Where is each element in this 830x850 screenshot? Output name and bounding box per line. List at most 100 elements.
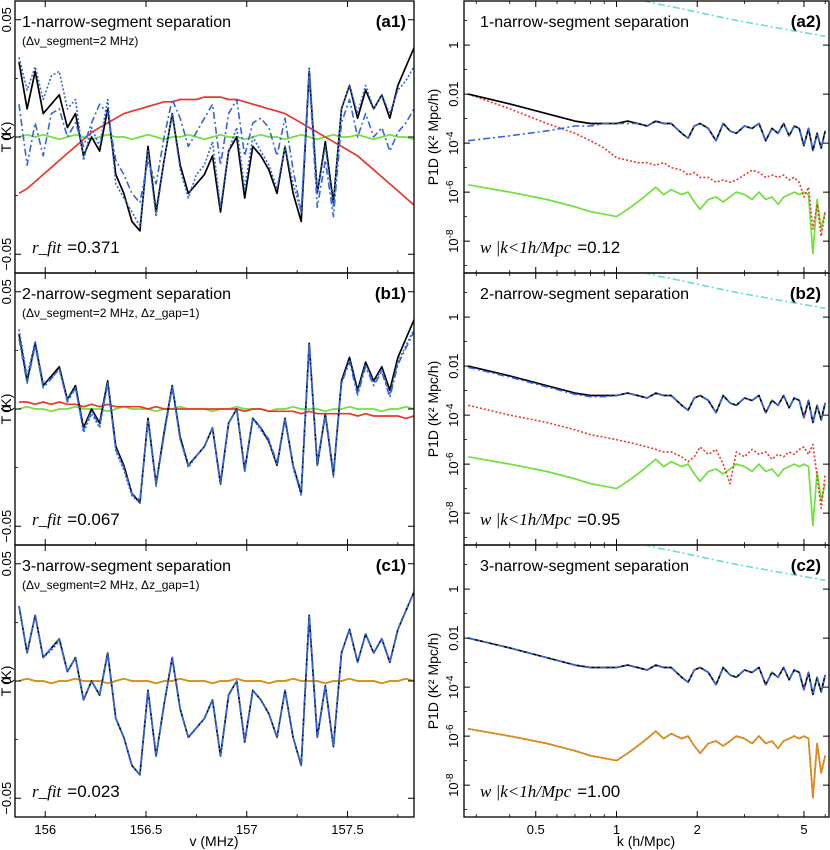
stat-label: r_fit [32, 782, 63, 801]
panel-title: 1-narrow-segment separation [22, 14, 231, 31]
series-cosmo-fit-line [468, 366, 826, 424]
panel-title: 3-narrow-segment separation [22, 558, 231, 575]
y-tick-label: 1 [446, 313, 461, 320]
y-tick-exponent: -8 [445, 773, 456, 782]
stat-label: r_fit [32, 238, 63, 257]
panel-title: 2-narrow-segment separation [22, 286, 231, 303]
x-tick-label: 156 [34, 822, 56, 837]
panel-tag: (c1) [376, 556, 406, 575]
y-tick-label: 10-8 [445, 501, 461, 525]
stat-value: =1.00 [577, 782, 620, 801]
y-tick-label: 10-8 [445, 773, 461, 797]
y-tick-label: 10-8 [445, 229, 461, 253]
y-tick-label: 0.05 [0, 7, 14, 32]
y-tick-label: −0.05 [0, 510, 14, 543]
y-tick-label: 10-4 [445, 131, 461, 155]
series-cosmo-fit-line [468, 637, 826, 696]
y-tick-label: 0.05 [0, 279, 14, 304]
stat-annotation: w |k<1h/Mpc =1.00 [480, 782, 620, 801]
panel-title: 1-narrow-segment separation [480, 14, 689, 31]
y-tick-label: 10-6 [445, 452, 461, 476]
series-foreground-line [468, 404, 826, 510]
stat-value: =0.12 [577, 238, 620, 257]
stat-label: w |k<1h/Mpc [480, 782, 572, 801]
plot-frame [463, 272, 830, 546]
series-foreground-line [468, 727, 827, 799]
y-tick-label: 10-4 [445, 403, 461, 427]
x-tick-label: 157.5 [331, 822, 364, 837]
y-tick-exponent: -4 [445, 403, 456, 412]
stat-annotation: w |k<1h/Mpc =0.12 [480, 238, 620, 257]
panel-subtitle: (Δν_segment=2 MHz) [22, 34, 138, 48]
y-axis-title: P1D (K² Mpc/h) [425, 361, 441, 457]
y-tick-mantissa: 10 [446, 782, 461, 796]
y-tick-label: 0.01 [446, 81, 461, 106]
series-reference-line [640, 545, 826, 582]
y-tick-exponent: -4 [445, 131, 456, 140]
y-tick-mantissa: 10 [446, 461, 461, 475]
panel-subtitle: (Δν_segment=2 MHz, Δz_gap=1) [22, 578, 199, 592]
x-tick-label: 5 [800, 822, 807, 837]
plot-frame [463, 544, 830, 818]
y-tick-label: 0.05 [0, 551, 14, 576]
panel-tag: (a2) [791, 12, 821, 31]
y-tick-label: 1 [446, 41, 461, 48]
series-cosmo-fit-line [18, 330, 414, 502]
panel-title: 2-narrow-segment separation [480, 286, 689, 303]
y-tick-label: 0 [0, 405, 14, 412]
y-tick-label: 0.01 [446, 625, 461, 650]
panel-tag: (a1) [376, 12, 406, 31]
x-tick-label: 0.5 [527, 822, 545, 837]
stat-label: r_fit [32, 510, 63, 529]
panel-tag: (b1) [375, 284, 406, 303]
y-tick-label: 0.01 [446, 353, 461, 378]
y-tick-mantissa: 10 [446, 412, 461, 426]
x-tick-label: 156.5 [130, 822, 163, 837]
series-reference-line [640, 273, 826, 310]
stat-label: w |k<1h/Mpc [480, 238, 572, 257]
y-tick-label: 10-6 [445, 724, 461, 748]
y-axis-title: T (K) [0, 122, 14, 153]
series-total-line [468, 637, 827, 696]
stat-value: =0.067 [67, 510, 119, 529]
y-tick-mantissa: 10 [446, 140, 461, 154]
y-tick-label: 10-4 [445, 675, 461, 699]
y-tick-mantissa: 10 [446, 238, 461, 252]
series-cosmo-fit-line [468, 120, 826, 152]
series-cosmo-fit-line [18, 591, 414, 776]
x-axis-title-right: k (h/Mpc) [617, 833, 675, 849]
stat-annotation: r_fit =0.023 [32, 782, 120, 801]
y-tick-exponent: -6 [445, 724, 456, 733]
y-tick-exponent: -8 [445, 229, 456, 238]
y-tick-exponent: -6 [445, 452, 456, 461]
x-axis-title-left: v (MHz) [190, 833, 239, 849]
panel-b1: −0.05 0 0.05 2-narrow-segment separation (b1… [0, 272, 415, 546]
plot-frame [463, 0, 830, 274]
panel-subtitle: (Δν_segment=2 MHz, Δz_gap=1) [22, 306, 199, 320]
stat-annotation: w |k<1h/Mpc =0.95 [480, 510, 620, 529]
y-tick-mantissa: 10 [446, 189, 461, 203]
y-tick-mantissa: 10 [446, 684, 461, 698]
y-axis-title: P1D (K² Mpc/h) [425, 89, 441, 185]
y-tick-mantissa: 10 [446, 733, 461, 747]
series-reference-line [640, 1, 826, 38]
panel-tag: (b2) [790, 284, 821, 303]
y-tick-exponent: -6 [445, 180, 456, 189]
series-group [18, 47, 414, 232]
stat-annotation: r_fit =0.371 [32, 238, 120, 257]
panel-c2: 0.5 1 2 510.0110-410-610-83-narrow-segment … [425, 544, 830, 837]
panel-a1: −0.05 0 0.05 1-narrow-segment separation (a1… [0, 0, 415, 274]
stat-label: w |k<1h/Mpc [480, 510, 572, 529]
y-axis-title: T (K) [0, 394, 14, 425]
y-tick-label: 1 [446, 585, 461, 592]
stat-value: =0.023 [67, 782, 119, 801]
panel-tag: (c2) [791, 556, 821, 575]
series-group [468, 545, 827, 799]
stat-annotation: r_fit =0.067 [32, 510, 120, 529]
x-tick-label: 2 [694, 822, 701, 837]
series-group [18, 319, 414, 504]
y-tick-mantissa: 10 [446, 510, 461, 524]
